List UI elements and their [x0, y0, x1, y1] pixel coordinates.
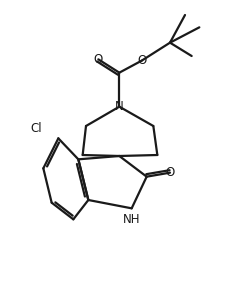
- Text: O: O: [165, 166, 175, 179]
- Text: O: O: [137, 54, 146, 67]
- Text: Cl: Cl: [31, 122, 43, 135]
- Text: O: O: [94, 53, 103, 66]
- Text: N: N: [115, 100, 124, 113]
- Text: NH: NH: [123, 213, 140, 226]
